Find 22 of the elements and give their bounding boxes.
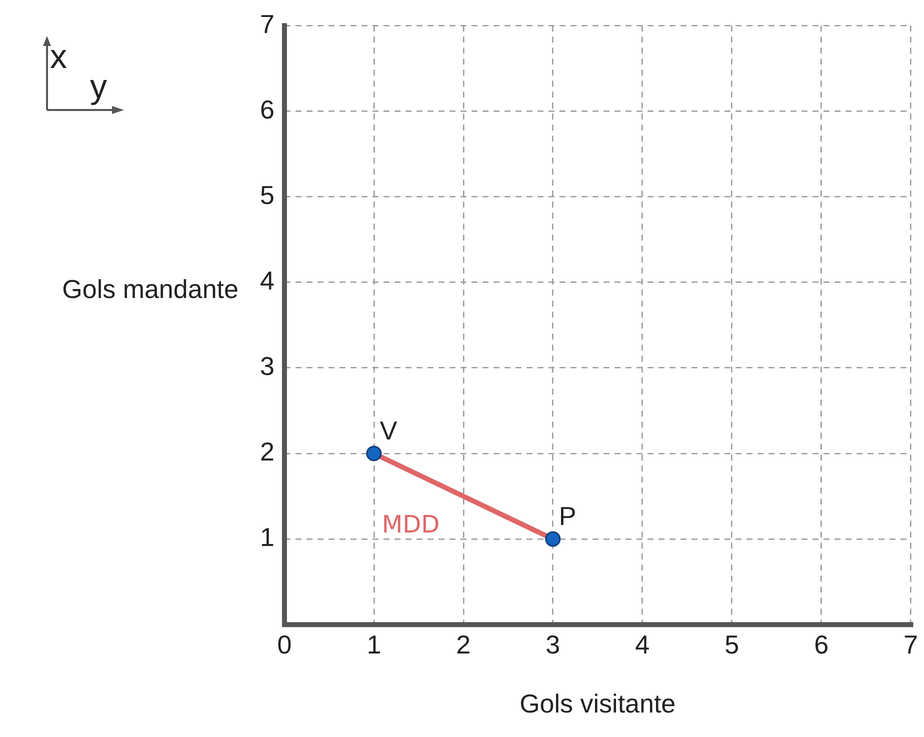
y-tick-label: 1 xyxy=(260,522,274,552)
x-tick-label: 1 xyxy=(366,629,382,660)
x-tick-label: 4 xyxy=(635,629,650,660)
y-tick-label: 3 xyxy=(260,351,274,382)
y-tick-label: 4 xyxy=(260,265,274,296)
series-label: MDD xyxy=(382,510,440,538)
y-tick-label: 7 xyxy=(260,8,274,39)
x-tick-label: 0 xyxy=(277,629,292,660)
x-tick-label: 3 xyxy=(546,629,560,660)
x-tick-label: 6 xyxy=(814,629,829,660)
x-tick-label: 7 xyxy=(904,629,918,660)
x-tick-label: 5 xyxy=(724,629,740,660)
y-tick-label: 6 xyxy=(260,94,274,124)
x-axis-title: Gols visitante xyxy=(520,688,676,719)
y-axis-title: Gols mandante xyxy=(62,274,238,304)
text: y xyxy=(90,68,107,106)
y-tick-label: 5 xyxy=(260,180,274,210)
annotation: P xyxy=(558,501,576,532)
y-tick-label: 2 xyxy=(260,436,274,467)
x-tick-label: 2 xyxy=(456,629,471,660)
annotation: V xyxy=(380,416,398,446)
text: x xyxy=(50,38,67,76)
